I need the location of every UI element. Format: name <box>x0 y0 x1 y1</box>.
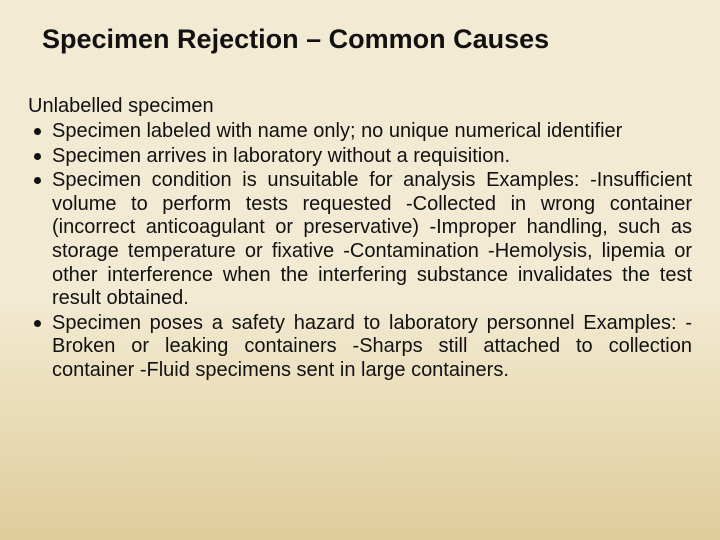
list-item: Specimen poses a safety hazard to labora… <box>28 312 692 383</box>
list-item: Specimen arrives in laboratory without a… <box>28 145 692 169</box>
slide-title: Specimen Rejection – Common Causes <box>42 24 692 55</box>
list-item: Specimen condition is unsuitable for ana… <box>28 169 692 311</box>
slide: Specimen Rejection – Common Causes Unlab… <box>0 0 720 540</box>
list-item: Specimen labeled with name only; no uniq… <box>28 120 692 144</box>
bullet-list: Specimen labeled with name only; no uniq… <box>28 120 692 383</box>
lead-text: Unlabelled specimen <box>28 95 692 118</box>
